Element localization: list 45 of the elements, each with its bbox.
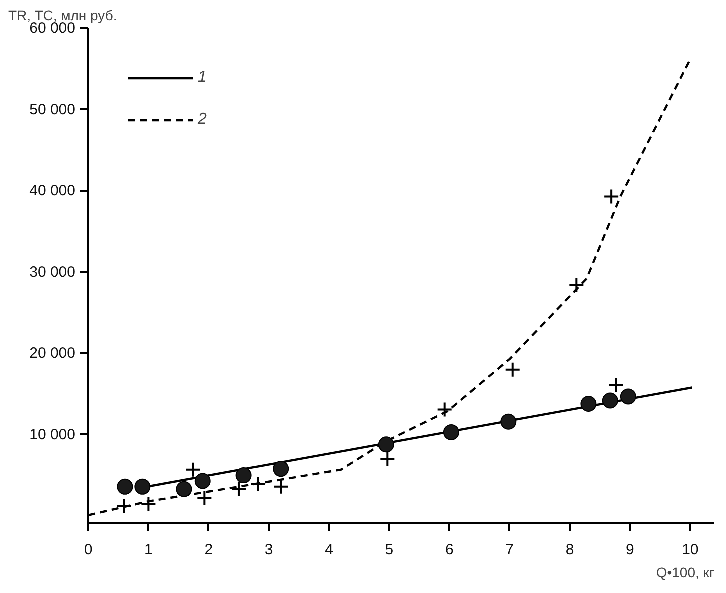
point (504, 362, 521, 378)
point (134, 478, 151, 495)
x-tick-label: 10 (682, 542, 699, 558)
point (380, 451, 396, 468)
x-axis-title: Q•100, кг (656, 564, 715, 580)
point (273, 478, 290, 495)
x-tick-label: 5 (385, 542, 394, 558)
x-tick-label: 1 (144, 542, 153, 558)
point (602, 392, 618, 409)
x-tick-label: 8 (566, 542, 574, 558)
point (620, 388, 636, 405)
legend-label: 1 (198, 69, 208, 87)
point (436, 402, 453, 418)
point (500, 414, 517, 430)
point (378, 436, 394, 453)
y-tick-label: 50 000 (30, 101, 76, 118)
point (230, 481, 247, 498)
y-axis-title: TR, TC, млн руб. (8, 8, 118, 24)
x-tick-label: 4 (325, 542, 334, 558)
point (117, 478, 134, 495)
y-tick-label: 30 000 (30, 264, 76, 281)
legend-label: 2 (198, 111, 208, 129)
point (580, 396, 597, 412)
point (443, 424, 460, 440)
point (194, 473, 211, 490)
y-tick-label: 20 000 (30, 345, 76, 362)
point (604, 188, 620, 205)
point (568, 277, 585, 294)
x-tick-label: 9 (626, 542, 634, 558)
point (116, 498, 132, 514)
point (273, 461, 290, 478)
point (196, 490, 213, 506)
point (608, 377, 624, 394)
y-tick-label: 40 000 (30, 182, 76, 200)
point (140, 496, 157, 512)
x-tick-label: 2 (204, 542, 214, 558)
x-tick-label: 6 (445, 542, 454, 558)
point (250, 476, 266, 492)
y-tick-label: 10 000 (30, 426, 76, 444)
x-tick-label: 0 (84, 542, 93, 558)
point (176, 481, 192, 498)
x-tick-label: 3 (264, 542, 274, 558)
point (236, 468, 252, 484)
x-tick-label: 7 (506, 542, 514, 558)
point (185, 462, 202, 478)
